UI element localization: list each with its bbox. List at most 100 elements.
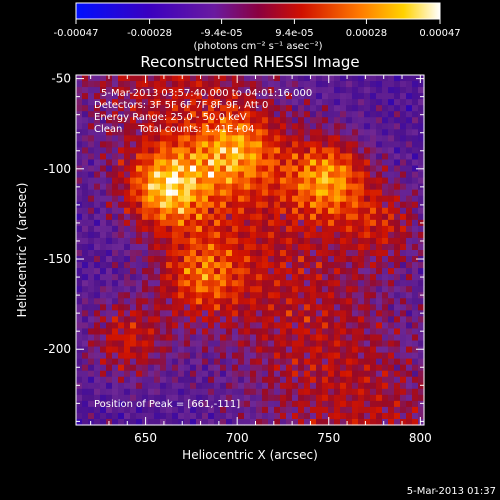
heatmap-cell xyxy=(226,412,233,420)
heatmap-cell xyxy=(268,358,275,366)
heatmap-cell xyxy=(406,316,413,324)
heatmap-cell xyxy=(340,274,347,281)
heatmap-cell xyxy=(268,105,275,112)
heatmap-cell xyxy=(286,346,293,354)
heatmap-cell xyxy=(130,316,137,324)
heatmap-cell xyxy=(394,328,401,336)
heatmap-cell xyxy=(358,141,365,149)
heatmap-cell xyxy=(310,93,317,100)
heatmap-cell xyxy=(298,243,305,251)
heatmap-cell xyxy=(292,280,299,287)
heatmap-cell xyxy=(334,159,341,167)
heatmap-cell xyxy=(154,352,161,360)
heatmap-cell xyxy=(256,292,263,299)
heatmap-cell xyxy=(238,364,245,372)
heatmap-cell xyxy=(280,328,287,336)
heatmap-cell xyxy=(232,352,239,360)
heatmap-cell xyxy=(406,370,413,378)
heatmap-cell xyxy=(400,328,407,336)
heatmap-cell xyxy=(268,274,275,281)
heatmap-cell xyxy=(238,334,245,342)
heatmap-cell xyxy=(322,165,329,173)
heatmap-cell xyxy=(298,322,305,330)
heatmap-cell xyxy=(304,286,311,293)
heatmap-cell xyxy=(376,135,383,142)
heatmap-cell xyxy=(178,225,185,233)
heatmap-cell xyxy=(178,334,185,342)
heatmap-cell xyxy=(238,256,245,263)
heatmap-cell xyxy=(112,298,119,305)
heatmap-cell xyxy=(412,346,419,354)
heatmap-cell xyxy=(238,183,245,191)
heatmap-cell xyxy=(172,310,179,317)
heatmap-cell xyxy=(280,286,287,293)
heatmap-cell xyxy=(130,382,137,390)
heatmap-cell xyxy=(292,87,299,94)
heatmap-cell xyxy=(406,310,413,317)
heatmap-cell xyxy=(334,189,341,197)
heatmap-cell xyxy=(136,201,143,209)
heatmap-cell xyxy=(244,388,251,396)
heatmap-cell xyxy=(358,159,365,167)
heatmap-cell xyxy=(364,171,371,179)
heatmap-cell xyxy=(232,262,239,269)
heatmap-cell xyxy=(100,183,107,191)
heatmap-cell xyxy=(286,129,293,136)
heatmap-cell xyxy=(388,352,395,360)
heatmap-cell xyxy=(334,81,341,88)
heatmap-cell xyxy=(160,280,167,287)
plot-frame xyxy=(75,74,425,426)
heatmap-cell xyxy=(382,81,389,88)
heatmap-cell xyxy=(364,340,371,348)
heatmap-cell xyxy=(136,159,143,167)
heatmap-cell xyxy=(106,400,113,408)
heatmap-cell xyxy=(148,298,155,305)
heatmap-cell xyxy=(82,165,89,173)
heatmap-cell xyxy=(340,340,347,348)
heatmap-cell xyxy=(262,280,269,287)
heatmap-cell xyxy=(154,298,161,305)
heatmap-cell xyxy=(238,406,245,414)
heatmap-cell xyxy=(364,262,371,269)
heatmap-cell xyxy=(244,322,251,330)
heatmap-cell xyxy=(310,376,317,384)
heatmap-cell xyxy=(358,123,365,130)
heatmap-cell xyxy=(376,328,383,336)
heatmap-cell xyxy=(310,231,317,239)
heatmap-cell xyxy=(178,201,185,209)
heatmap-cell xyxy=(82,370,89,378)
heatmap-cell xyxy=(196,394,203,402)
heatmap-cell xyxy=(82,189,89,197)
heatmap-cell xyxy=(160,99,167,106)
heatmap-cell xyxy=(208,195,215,203)
heatmap-cell xyxy=(280,406,287,414)
heatmap-cell xyxy=(136,165,143,173)
heatmap-cell xyxy=(328,406,335,414)
heatmap-cell xyxy=(394,231,401,239)
heatmap-cell xyxy=(232,195,239,203)
heatmap-cell xyxy=(310,225,317,233)
heatmap-cell xyxy=(340,382,347,390)
heatmap-cell xyxy=(370,400,377,408)
heatmap-cell xyxy=(214,370,221,378)
heatmap-cell xyxy=(220,213,227,221)
heatmap-cell xyxy=(160,75,167,82)
heatmap-cell xyxy=(142,135,149,142)
heatmap-cell xyxy=(274,274,281,281)
heatmap-cell xyxy=(262,153,269,161)
heatmap-cell xyxy=(388,195,395,203)
heatmap-cell xyxy=(304,346,311,354)
heatmap-cell xyxy=(280,322,287,330)
heatmap-cell xyxy=(136,298,143,305)
heatmap-cell xyxy=(166,219,173,227)
heatmap-cell xyxy=(406,280,413,287)
heatmap-cell xyxy=(346,219,353,227)
heatmap-cell xyxy=(382,183,389,191)
heatmap-cell xyxy=(232,298,239,305)
heatmap-cell xyxy=(400,412,407,420)
heatmap-cell xyxy=(304,123,311,130)
heatmap-cell xyxy=(190,207,197,215)
heatmap-cell xyxy=(76,231,83,239)
heatmap-cell xyxy=(196,358,203,366)
heatmap-cell xyxy=(250,129,257,136)
